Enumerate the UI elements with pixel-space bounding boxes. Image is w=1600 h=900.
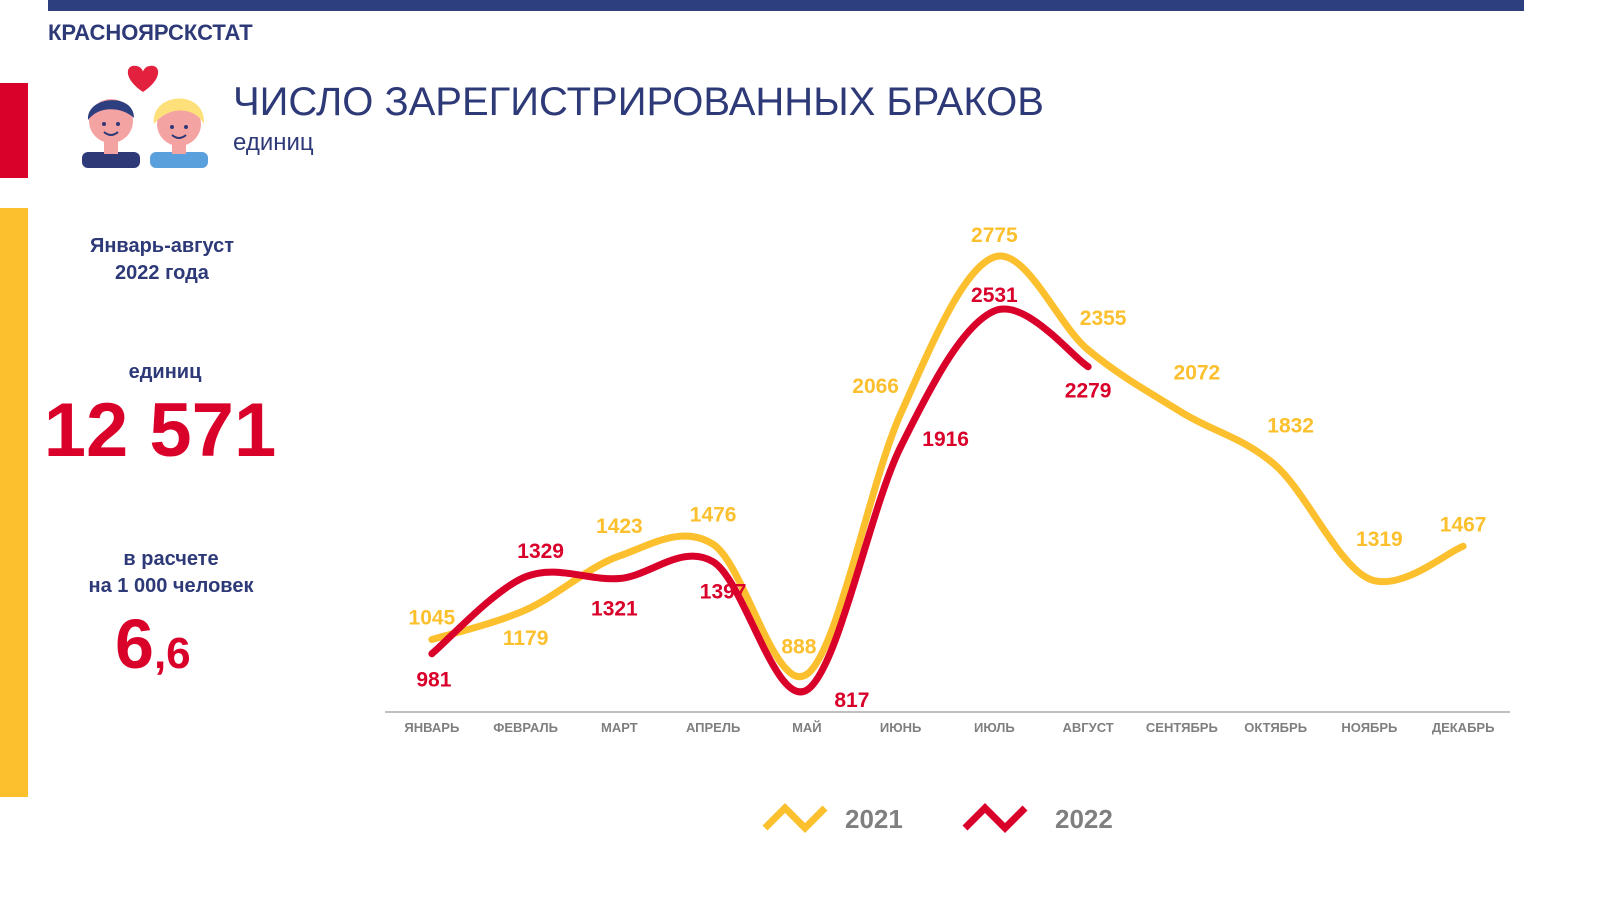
data-label: 1179 [503,627,549,650]
red-stripe [0,83,28,178]
units-label: единиц [129,361,202,383]
data-label: 1832 [1267,415,1314,438]
data-label: 1321 [591,598,638,621]
couple-icon [82,65,208,168]
rate-label: в расчете [123,548,218,570]
data-label: 2072 [1174,361,1221,384]
x-tick-label: МАРТ [601,720,638,735]
x-tick-label: МАЙ [792,720,822,735]
data-label: 1319 [1356,528,1403,551]
total-value: 12 571 [44,388,276,473]
x-tick-label: ЯНВАРЬ [404,720,459,735]
data-label: 2775 [971,224,1018,247]
data-label: 1423 [596,515,643,538]
subtitle: единиц [233,129,314,156]
data-label: 1476 [690,503,737,526]
legend-label: 2021 [845,804,903,834]
rate-label: на 1 000 человек [89,575,255,597]
legend-swatch [962,803,1028,833]
data-label: 1397 [700,581,747,604]
top-bar [48,0,1524,11]
x-tick-label: АПРЕЛЬ [686,720,740,735]
rate-value: 6,6 [115,605,191,683]
data-label: 888 [781,635,816,658]
data-label: 1329 [517,540,564,563]
x-tick-label: ДЕКАБРЬ [1432,720,1495,735]
x-tick-label: НОЯБРЬ [1341,720,1397,735]
data-label: 2279 [1065,380,1112,403]
x-tick-label: ИЮЛЬ [974,720,1015,735]
data-label: 1045 [409,607,456,630]
data-label: 2066 [852,375,899,398]
yellow-stripe [0,208,28,797]
legend-label: 2022 [1055,804,1113,834]
data-label: 2531 [971,284,1018,307]
x-tick-label: ИЮНЬ [880,720,921,735]
data-label: 1916 [922,428,969,451]
brand: КРАСНОЯРСКСТАТ [48,20,253,45]
legend-swatch [762,803,828,833]
x-tick-label: СЕНТЯБРЬ [1146,720,1218,735]
period-label: 2022 года [115,262,210,284]
data-label: 981 [416,669,451,692]
rate-fraction: ,6 [154,629,191,678]
period-label: Январь-август [90,235,234,257]
data-label: 2355 [1080,307,1127,330]
series-line [428,305,1092,696]
x-tick-label: АВГУСТ [1063,720,1114,735]
x-tick-label: ФЕВРАЛЬ [493,720,558,735]
data-label: 1467 [1440,513,1487,536]
data-label: 817 [834,689,869,712]
rate-whole: 6 [115,605,154,683]
series-line [428,252,1467,681]
x-tick-label: ОКТЯБРЬ [1244,720,1307,735]
title: ЧИСЛО ЗАРЕГИСТРИРОВАННЫХ БРАКОВ [233,80,1044,124]
